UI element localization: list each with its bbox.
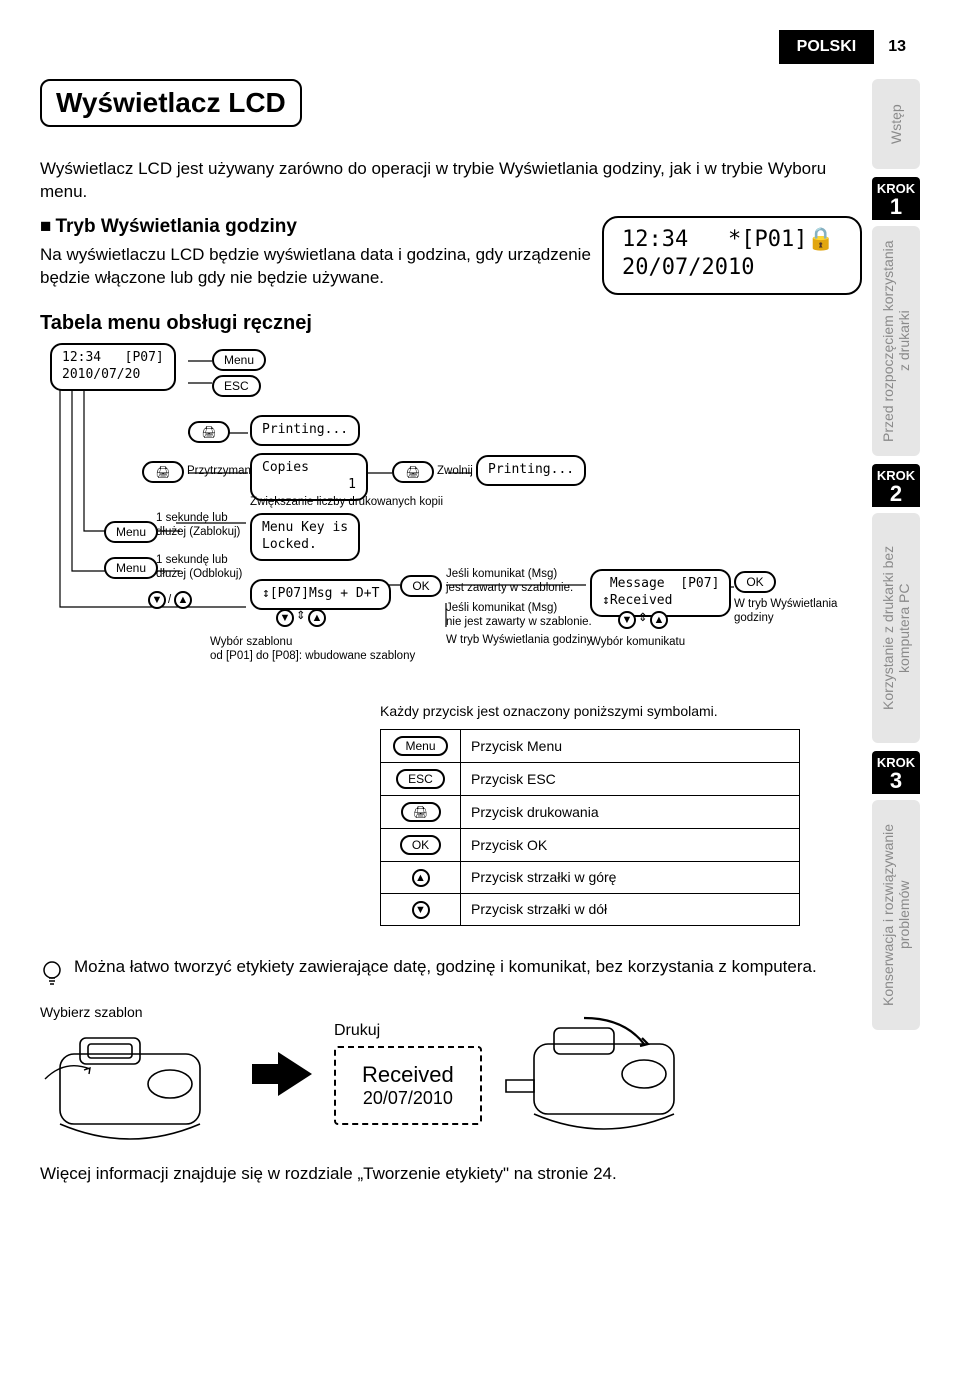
step-sidebar: Wstęp KROK1 Przed rozpoczęciem korzystan… bbox=[872, 79, 920, 1201]
lightbulb-icon bbox=[40, 960, 64, 990]
slash: / bbox=[168, 593, 171, 607]
label-time-mode-2: W tryb Wyświetlania godziny bbox=[446, 633, 592, 647]
lcd-template: ↕[P07]Msg + D+T bbox=[250, 579, 391, 610]
legend-label: Przycisk strzałki w górę bbox=[461, 861, 800, 893]
down-arrow-legend: ▼ bbox=[412, 901, 430, 919]
label-release: Zwolnij bbox=[437, 464, 473, 478]
header-page-number: 13 bbox=[874, 30, 920, 64]
legend-label: Przycisk Menu bbox=[461, 729, 800, 762]
sidebar-krok-2: KROK2 bbox=[872, 464, 920, 507]
label-template-select: Wybór szablonu od [P01] do [P08]: wbudow… bbox=[210, 635, 415, 664]
down-arrow-icon[interactable]: ▼ bbox=[148, 591, 166, 609]
legend-row: ▲ Przycisk strzałki w górę bbox=[381, 861, 800, 893]
label-msg-not-in-template: Jeśli komunikat (Msg) nie jest zawarty w… bbox=[446, 601, 592, 630]
lcd-copies: Copies 1 bbox=[250, 453, 368, 501]
menu-button-legend: Menu bbox=[393, 736, 447, 756]
sidebar-wstep: Wstęp bbox=[872, 79, 920, 169]
legend-intro: Każdy przycisk jest oznaczony poniższymi… bbox=[380, 703, 800, 719]
sidebar-step3-label: Konserwacja i rozwiązywanie problemów bbox=[872, 800, 920, 1030]
arrow-icon bbox=[252, 1052, 312, 1096]
up-arrow-legend: ▲ bbox=[412, 869, 430, 887]
updown-icon: ⇕ bbox=[296, 609, 306, 623]
subsection-heading: Tryb Wyświetlania godziny bbox=[40, 216, 592, 238]
legend-label: Przycisk ESC bbox=[461, 762, 800, 795]
label-lock: 1 sekundę lub dłużej (Zablokuj) bbox=[156, 511, 240, 540]
lcd-printing-2: Printing... bbox=[476, 455, 586, 486]
legend-label: Przycisk OK bbox=[461, 828, 800, 861]
header-bar: POLSKI 13 bbox=[40, 30, 920, 64]
quick-steps: Wybierz szablon bbox=[40, 1004, 862, 1144]
print-button-release-icon[interactable]: 🖨 bbox=[392, 461, 434, 483]
label-hold: Przytrzymanie bbox=[187, 464, 260, 478]
esc-button[interactable]: ESC bbox=[212, 375, 261, 397]
ok-button[interactable]: OK bbox=[400, 575, 442, 597]
lcd-printing: Printing... bbox=[250, 415, 360, 446]
label-unlock: 1 sekundę lub dłużej (Odblokuj) bbox=[156, 553, 242, 582]
lcd-locked: Menu Key is Locked. bbox=[250, 513, 360, 561]
more-info-text: Więcej informacji znajduje się w rozdzia… bbox=[40, 1164, 862, 1184]
updown-icon-2: ⇕ bbox=[638, 611, 648, 625]
ok-button-legend: OK bbox=[400, 835, 441, 855]
subsection-body: Na wyświetlaczu LCD będzie wyświetlana d… bbox=[40, 244, 592, 290]
legend-table: Menu Przycisk Menu ESC Przycisk ESC 🖨 Przyc… bbox=[380, 729, 800, 926]
label-received: Received bbox=[362, 1062, 454, 1088]
intro-text: Wyświetlacz LCD jest używany zarówno do … bbox=[40, 158, 862, 204]
sidebar-step2-label: Korzystanie z drukarki bez komputera PC bbox=[872, 513, 920, 743]
section-title-box: Wyświetlacz LCD bbox=[40, 79, 302, 127]
legend-label: Przycisk strzałki w dół bbox=[461, 893, 800, 925]
down-arrow-icon-2[interactable]: ▼ bbox=[276, 609, 294, 627]
print-button-icon[interactable]: 🖨 bbox=[188, 421, 230, 443]
legend-row: ▼ Przycisk strzałki w dół bbox=[381, 893, 800, 925]
ok-button-2[interactable]: OK bbox=[734, 571, 776, 593]
lcd-display-large: 12:34 *[P01]🔒 20/07/2010 bbox=[602, 216, 862, 295]
label-msg-in-template: Jeśli komunikat (Msg) jest zawarty w sza… bbox=[446, 567, 573, 596]
print-button-hold-icon[interactable]: 🖨 bbox=[142, 461, 184, 483]
up-arrow-icon[interactable]: ▲ bbox=[174, 591, 192, 609]
sidebar-krok-3: KROK3 bbox=[872, 751, 920, 794]
menu-button-lock[interactable]: Menu bbox=[104, 521, 158, 543]
menu-flow-diagram: 12:34 [P07] 2010/07/20 Menu ESC 🖨 Printi… bbox=[40, 343, 840, 683]
header-language: POLSKI bbox=[779, 30, 875, 64]
legend-label: Przycisk drukowania bbox=[461, 795, 800, 828]
step-select-label: Wybierz szablon bbox=[40, 1004, 230, 1020]
label-date: 20/07/2010 bbox=[362, 1088, 454, 1109]
button-legend: Każdy przycisk jest oznaczony poniższymi… bbox=[380, 703, 800, 926]
step-print-label: Drukuj bbox=[334, 1022, 482, 1040]
esc-button-legend: ESC bbox=[396, 769, 445, 789]
sidebar-step1-label: Przed rozpoczęciem korzystania z drukark… bbox=[872, 226, 920, 456]
up-arrow-icon-2[interactable]: ▲ bbox=[308, 609, 326, 627]
print-button-legend: 🖨 bbox=[401, 802, 441, 822]
printer-illustration-2 bbox=[504, 1014, 694, 1134]
printer-illustration-1 bbox=[40, 1024, 230, 1144]
menu-button[interactable]: Menu bbox=[212, 349, 266, 371]
tip-text: Można łatwo tworzyć etykiety zawierające… bbox=[74, 956, 817, 979]
legend-row: ESC Przycisk ESC bbox=[381, 762, 800, 795]
sidebar-krok-1: KROK1 bbox=[872, 177, 920, 220]
legend-row: OK Przycisk OK bbox=[381, 828, 800, 861]
menu-button-unlock[interactable]: Menu bbox=[104, 557, 158, 579]
label-message-select: Wybór komunikatu bbox=[590, 635, 685, 649]
table-heading: Tabela menu obsługi ręcznej bbox=[40, 312, 862, 335]
legend-row: Menu Przycisk Menu bbox=[381, 729, 800, 762]
printed-label-sample: Received 20/07/2010 bbox=[334, 1046, 482, 1125]
legend-row: 🖨 Przycisk drukowania bbox=[381, 795, 800, 828]
label-time-mode: W tryb Wyświetlania godziny bbox=[734, 597, 837, 626]
up-arrow-icon-3[interactable]: ▲ bbox=[650, 611, 668, 629]
down-arrow-icon-3[interactable]: ▼ bbox=[618, 611, 636, 629]
lcd-message: Message [P07] ↕Received bbox=[590, 569, 731, 617]
section-title: Wyświetlacz LCD bbox=[56, 87, 286, 119]
lcd-start: 12:34 [P07] 2010/07/20 bbox=[50, 343, 176, 391]
label-increase-copies: Zwiększanie liczby drukowanych kopii bbox=[250, 495, 443, 509]
